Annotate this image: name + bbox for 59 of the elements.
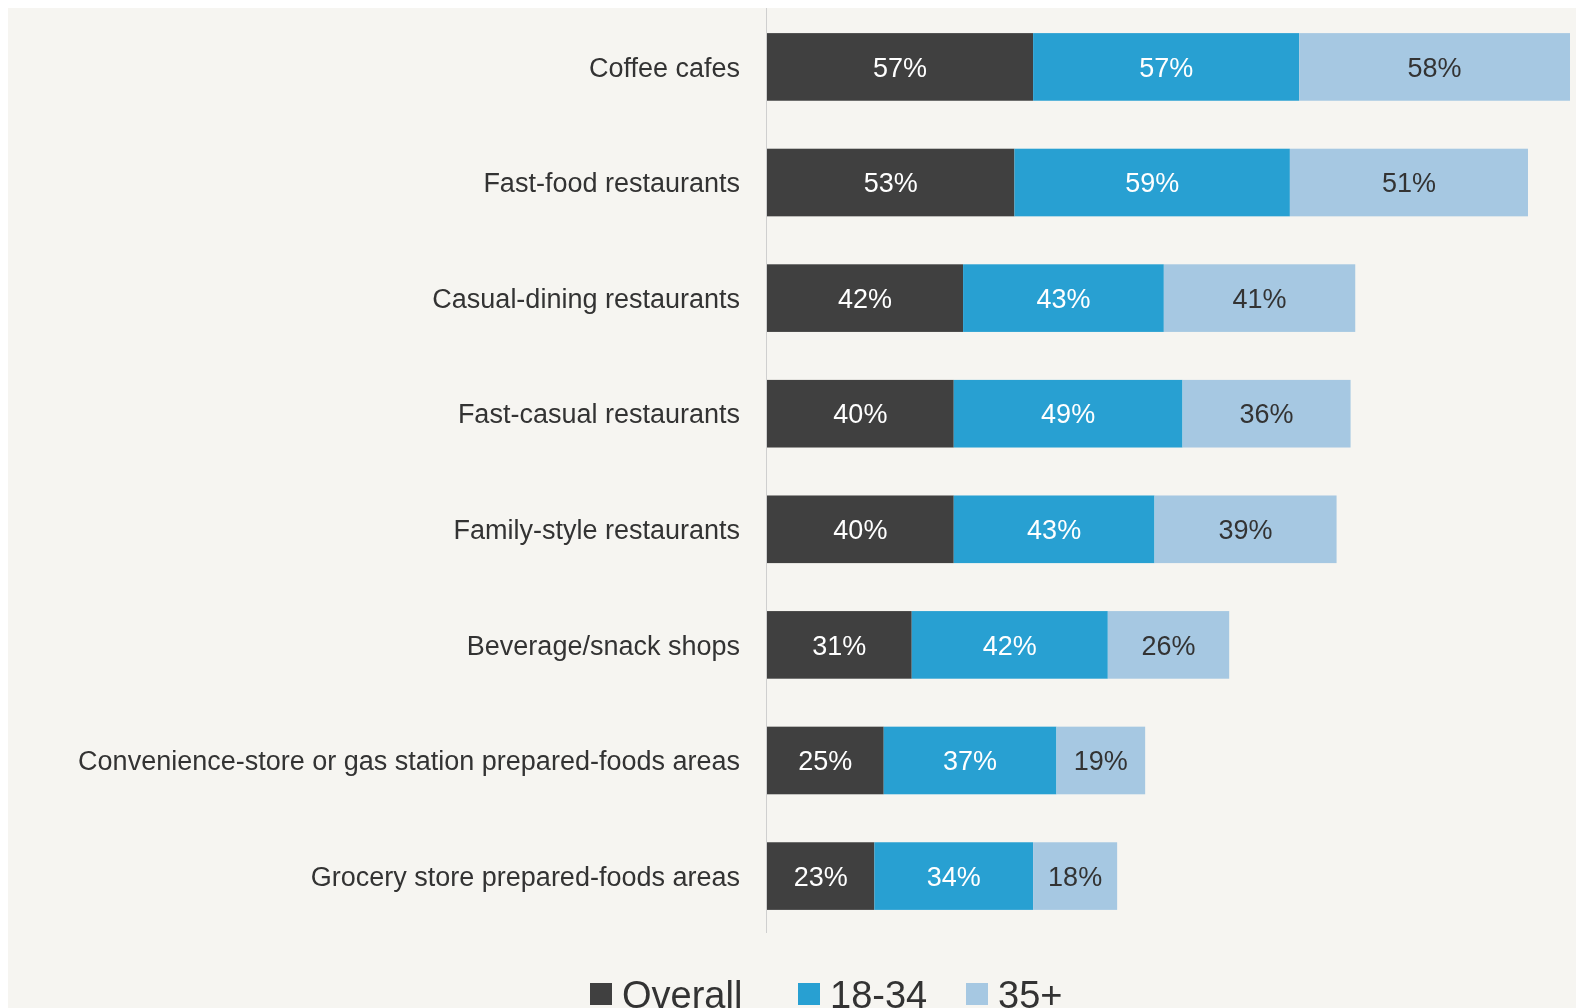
bar [1299, 33, 1570, 101]
bar [767, 495, 954, 564]
data-label: 42% [838, 283, 893, 314]
data-label: 59% [1125, 168, 1180, 199]
data-label: 18% [1048, 861, 1103, 892]
data-label: 19% [1073, 746, 1128, 777]
data-label: 40% [833, 399, 888, 430]
bar [1107, 611, 1230, 679]
data-label: 49% [1041, 399, 1096, 430]
y-tick-label: Convenience-store or gas station prepared-foods areas [78, 746, 740, 777]
y-tick-label: Fast-food restaurants [483, 168, 740, 199]
y-tick-label: Fast-casual restaurants [457, 399, 740, 430]
data-label: 53% [863, 168, 918, 199]
bar [767, 611, 912, 679]
bar [767, 148, 1015, 217]
bar [1154, 495, 1337, 564]
data-label: 37% [943, 746, 998, 777]
bar [1033, 842, 1118, 910]
y-tick-label: Family-style restaurants [453, 515, 740, 546]
bar [1014, 148, 1290, 217]
bar [767, 726, 884, 795]
y-tick-label: Coffee cafes [588, 52, 740, 83]
y-tick-label: Grocery store prepared-foods areas [310, 861, 740, 892]
bar [963, 264, 1164, 332]
data-label: 42% [982, 630, 1037, 661]
y-tick-label: Beverage/snack shops [466, 630, 740, 661]
bar [911, 611, 1108, 679]
data-label: 43% [1036, 283, 1091, 314]
data-label: 40% [833, 515, 888, 546]
legend-label: 18-34 [830, 973, 928, 1008]
bar [767, 379, 954, 448]
data-label: 31% [812, 630, 867, 661]
bar [1163, 264, 1356, 332]
bar [1289, 148, 1528, 217]
data-label: 23% [793, 861, 848, 892]
bar [1182, 379, 1351, 448]
data-label: 39% [1218, 515, 1273, 546]
data-label: 26% [1141, 630, 1196, 661]
bar [767, 842, 875, 910]
legend-label: Overall [622, 973, 743, 1008]
data-label: 41% [1232, 283, 1287, 314]
data-label: 58% [1407, 52, 1462, 83]
data-label: 34% [926, 861, 981, 892]
data-label: 57% [1139, 52, 1194, 83]
data-label: 57% [873, 52, 928, 83]
bar [953, 379, 1183, 448]
bar [874, 842, 1034, 910]
bar [883, 726, 1057, 795]
data-label: 43% [1027, 515, 1082, 546]
bar [1033, 33, 1300, 101]
bar [767, 264, 964, 332]
legend-label: 35+ [998, 973, 1063, 1008]
bar [767, 33, 1034, 101]
data-label: 36% [1239, 399, 1294, 430]
data-label: 51% [1381, 168, 1436, 199]
bar [1056, 726, 1146, 795]
y-tick-label: Casual-dining restaurants [432, 283, 740, 314]
data-label: 25% [798, 746, 853, 777]
bar [953, 495, 1155, 564]
